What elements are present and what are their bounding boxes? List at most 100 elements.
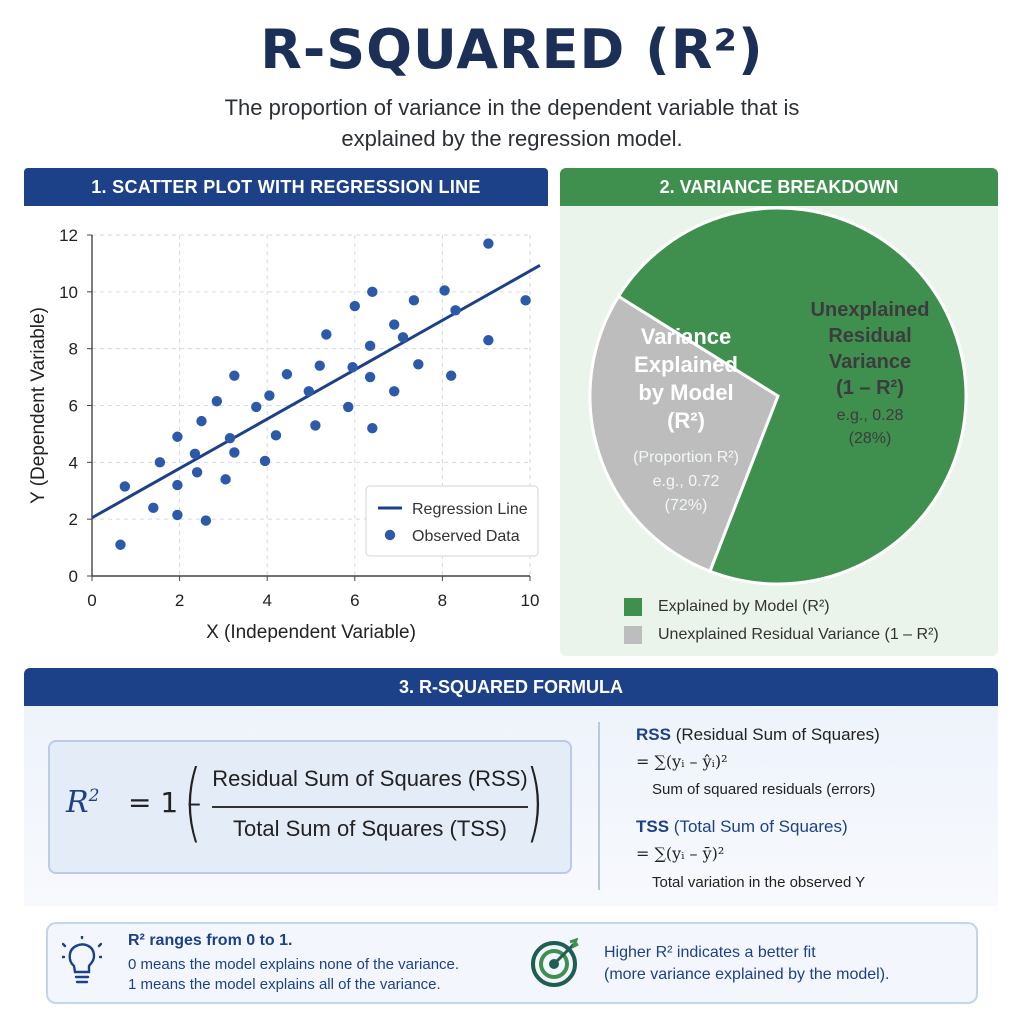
legend-swatch-gray — [624, 626, 642, 644]
tss-heading: TSS (Total Sum of Squares) — [636, 817, 848, 836]
data-point — [397, 332, 409, 343]
data-point — [349, 300, 360, 312]
data-point — [229, 370, 240, 381]
data-point — [367, 286, 378, 298]
tss-note: Total variation in the observed Y — [652, 874, 866, 891]
legend-point-swatch — [384, 529, 396, 541]
formula-denominator: Total Sum of Squares (TSS) — [233, 816, 507, 841]
formula-divider — [598, 722, 600, 890]
data-point — [154, 457, 166, 468]
x-axis-label: X (Independent Variable) — [206, 622, 416, 643]
data-point — [439, 285, 450, 296]
data-point — [389, 386, 400, 397]
data-point — [148, 502, 159, 513]
data-point — [303, 386, 315, 397]
data-point — [389, 319, 400, 330]
y-tick-label: 0 — [69, 567, 78, 586]
data-point — [115, 539, 126, 550]
data-point — [343, 401, 354, 413]
higher-tip-line2: (more variance explained by the model). — [604, 966, 890, 983]
tips-box — [46, 922, 978, 1004]
formula-equals-one-minus: = 1 – — [128, 786, 202, 819]
y-tick-label: 6 — [69, 397, 78, 416]
data-point — [483, 238, 494, 249]
pie-legend-explained-label: Explained by Model (R²) — [658, 598, 830, 615]
data-point — [224, 432, 236, 444]
data-point — [445, 370, 457, 381]
pie-explained-note: e.g., 0.72 — [653, 473, 720, 490]
x-tick-label: 10 — [521, 591, 540, 610]
data-point — [408, 295, 420, 306]
data-point — [172, 431, 183, 442]
pie-explained-label: Explained — [634, 352, 738, 377]
pie-explained-note: (72%) — [665, 497, 708, 514]
pie-unexplained-note: e.g., 0.28 — [837, 407, 904, 424]
formula-numerator: Residual Sum of Squares (RSS) — [212, 766, 528, 791]
data-point — [310, 420, 321, 431]
y-axis-label: Y (Dependent Variable) — [28, 307, 49, 504]
data-point — [321, 329, 332, 340]
x-tick-label: 8 — [438, 591, 447, 610]
higher-tip-line1: Higher R² indicates a better fit — [604, 944, 816, 961]
data-point — [220, 474, 231, 485]
y-tick-label: 10 — [59, 283, 78, 302]
pie-unexplained-label: Residual — [828, 325, 911, 347]
page-title: R-SQUARED (R²) — [260, 18, 764, 81]
formula-right-paren: ) — [525, 752, 545, 852]
formula-left-paren: ( — [183, 752, 203, 852]
pie-explained-note: (Proportion R²) — [633, 449, 739, 466]
pie-legend-explained: Explained by Model (R²) — [624, 598, 830, 616]
legend-regression-label: Regression Line — [412, 501, 528, 518]
formula-r-squared: R2 — [66, 785, 100, 820]
scatter-chart: 0 2 4 6 8 10 12 0 2 4 6 8 10 X (Independent Variable)… — [28, 226, 541, 643]
data-point — [450, 305, 461, 316]
x-tick-label: 2 — [175, 591, 184, 610]
data-point — [229, 447, 240, 458]
data-point — [200, 515, 212, 526]
x-tick-label: 0 — [87, 591, 96, 610]
data-point — [119, 481, 131, 492]
range-tip-zero: 0 means the model explains none of the v… — [128, 956, 460, 973]
y-tick-label: 2 — [69, 510, 78, 529]
range-tip-title: R² ranges from 0 to 1. — [128, 932, 293, 949]
pie-legend-unexplained: Unexplained Residual Variance (1 – R²) — [624, 626, 939, 644]
x-tick-label: 4 — [262, 591, 271, 610]
data-point — [364, 340, 376, 352]
pie-explained-label: by Model — [638, 380, 733, 405]
data-point — [259, 455, 271, 467]
data-point — [364, 371, 376, 383]
data-point — [520, 295, 531, 306]
pie-slice-unexplained — [588, 294, 780, 574]
y-tick-label: 12 — [59, 226, 78, 245]
data-point — [270, 430, 282, 441]
variance-panel-header: 2. VARIANCE BREAKDOWN — [560, 168, 998, 206]
data-point — [189, 448, 201, 460]
scatter-panel-header: 1. SCATTER PLOT WITH REGRESSION LINE — [24, 168, 548, 206]
pie-explained-label: Variance — [641, 324, 732, 349]
data-point — [251, 401, 262, 413]
pie-unexplained-note: (28%) — [849, 430, 892, 447]
data-point — [172, 479, 183, 491]
legend-swatch-green — [624, 598, 642, 616]
data-point — [211, 396, 223, 407]
variance-pie-chart: Variance Explained by Model (R²) (Proportion… — [588, 206, 968, 586]
data-point — [196, 415, 207, 427]
data-point — [347, 361, 358, 373]
rss-note: Sum of squared residuals (errors) — [652, 781, 876, 798]
data-point — [264, 390, 275, 401]
data-point — [281, 369, 293, 380]
data-point — [413, 359, 424, 370]
tss-equation: = ∑(yᵢ – ȳ)² — [636, 844, 725, 863]
data-point — [367, 423, 378, 434]
pie-unexplained-label: Variance — [829, 351, 911, 373]
formula-panel-header: 3. R-SQUARED FORMULA — [24, 668, 998, 706]
legend-observed-label: Observed Data — [412, 528, 520, 545]
y-tick-label: 4 — [69, 453, 78, 472]
pie-unexplained-label: Unexplained — [811, 299, 930, 321]
pie-legend-unexplained-label: Unexplained Residual Variance (1 – R²) — [658, 626, 939, 643]
scatter-legend-box — [365, 485, 539, 557]
x-tick-label: 6 — [350, 591, 359, 610]
range-tip-one: 1 means the model explains all of the va… — [128, 976, 441, 993]
regression-line — [91, 264, 541, 520]
rss-heading: RSS (Residual Sum of Squares) — [636, 725, 880, 744]
